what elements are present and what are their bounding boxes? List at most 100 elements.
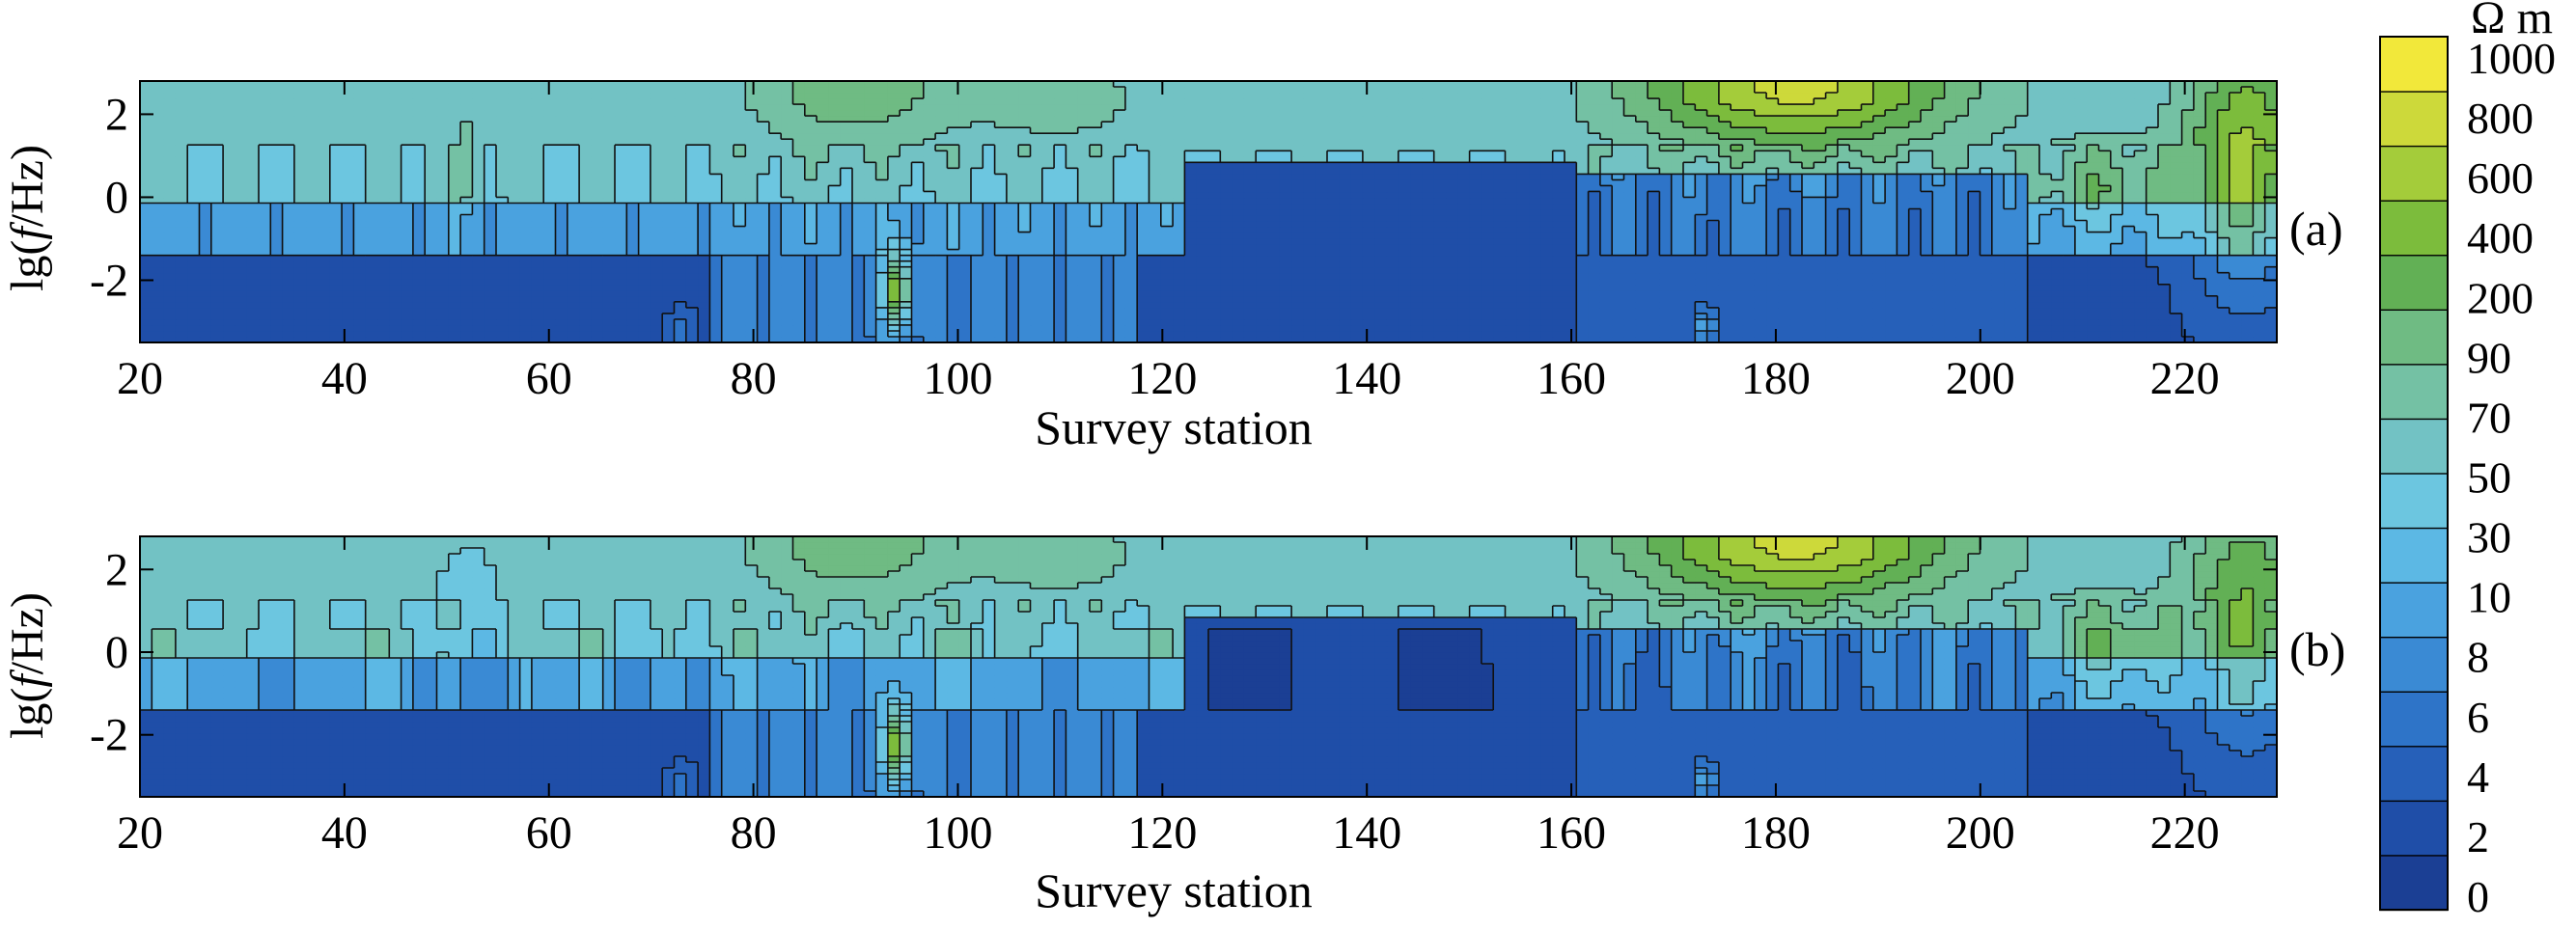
heatmap-cell <box>1374 249 1388 257</box>
heatmap-cell <box>1683 260 1696 268</box>
heatmap-cell <box>246 237 260 245</box>
heatmap-cell <box>1980 203 1993 210</box>
heatmap-cell <box>1090 272 1102 280</box>
heatmap-cell <box>412 313 426 320</box>
heatmap-cell <box>2146 220 2159 228</box>
heatmap-cell <box>1921 284 1933 291</box>
heatmap-cell <box>163 278 177 286</box>
heatmap-cell <box>293 318 307 326</box>
heatmap-cell <box>425 330 438 338</box>
heatmap-cell <box>1018 179 1032 186</box>
heatmap-cell <box>958 301 972 309</box>
heatmap-cell <box>1955 214 1969 222</box>
heatmap-cell <box>1778 336 1791 342</box>
heatmap-cell <box>734 185 746 193</box>
heatmap-cell <box>1944 255 1957 262</box>
heatmap-cell <box>543 289 557 297</box>
heatmap-cell <box>1814 214 1827 222</box>
heatmap-cell <box>2241 318 2254 326</box>
heatmap-cell <box>1731 266 1744 274</box>
heatmap-cell <box>1327 255 1340 262</box>
heatmap-cell <box>1339 214 1352 222</box>
heatmap-cell <box>1718 249 1731 257</box>
heatmap-cell <box>496 330 509 338</box>
heatmap-cell <box>1516 203 1530 210</box>
heatmap-cell <box>2264 278 2277 286</box>
heatmap-cell <box>2158 295 2171 303</box>
heatmap-cell <box>377 249 390 257</box>
heatmap-cell <box>246 232 260 239</box>
heatmap-cell <box>1457 203 1471 210</box>
heatmap-cell <box>709 289 723 297</box>
heatmap-cell <box>1279 272 1292 280</box>
heatmap-cell <box>1422 336 1435 342</box>
heatmap-cell <box>1279 313 1292 320</box>
heatmap-cell <box>1315 289 1328 297</box>
heatmap-cell <box>152 278 165 286</box>
heatmap-cell <box>496 208 509 216</box>
heatmap-cell <box>1327 237 1340 245</box>
heatmap-cell <box>1921 295 1933 303</box>
heatmap-cell <box>210 295 224 303</box>
heatmap-cell <box>210 237 224 245</box>
heatmap-cell <box>1398 220 1411 228</box>
heatmap-cell <box>994 284 1008 291</box>
heatmap-cell <box>1659 266 1673 274</box>
heatmap-cell <box>199 191 212 199</box>
heatmap-cell <box>1872 191 1886 199</box>
heatmap-cell <box>2051 214 2064 222</box>
heatmap-cell <box>947 260 960 268</box>
heatmap-cell <box>1184 313 1198 320</box>
heatmap-cell <box>1718 266 1731 274</box>
heatmap-cell <box>1648 203 1660 210</box>
heatmap-cell <box>401 179 414 186</box>
heatmap-cell <box>2146 307 2159 314</box>
heatmap-cell <box>1220 249 1233 257</box>
heatmap-cell <box>1339 179 1352 186</box>
heatmap-cell <box>2229 185 2242 193</box>
heatmap-cell <box>1980 324 1993 332</box>
heatmap-cell <box>1897 295 1910 303</box>
heatmap-cell <box>1243 336 1257 342</box>
heatmap-cell <box>1540 266 1554 274</box>
heatmap-cell <box>685 301 699 309</box>
heatmap-cell <box>318 197 331 205</box>
heatmap-cell <box>436 191 450 199</box>
heatmap-cell <box>1446 208 1458 216</box>
heatmap-cell <box>163 307 177 314</box>
heatmap-cell <box>935 208 948 216</box>
heatmap-cell <box>1054 214 1066 222</box>
heatmap-cell <box>994 336 1008 342</box>
heatmap-cell <box>1410 307 1423 314</box>
heatmap-cell <box>947 185 960 193</box>
heatmap-cell <box>1243 295 1257 303</box>
heatmap-cell <box>1706 226 1720 233</box>
heatmap-cell <box>1706 284 1720 291</box>
heatmap-cell <box>1695 336 1708 342</box>
heatmap-cell <box>472 272 485 280</box>
heatmap-cell <box>472 330 485 338</box>
heatmap-cell <box>1386 237 1399 245</box>
heatmap-cell <box>1433 284 1447 291</box>
heatmap-cell <box>246 243 260 251</box>
heatmap-cell <box>1516 307 1530 314</box>
heatmap-cell <box>1149 278 1162 286</box>
heatmap-cell <box>1398 313 1411 320</box>
heatmap-cell <box>401 260 414 268</box>
heatmap-cell <box>1433 232 1447 239</box>
heatmap-cell <box>900 255 913 262</box>
heatmap-cell <box>1599 313 1613 320</box>
heatmap-cell <box>175 255 188 262</box>
heatmap-cell <box>496 191 509 199</box>
heatmap-cell <box>1054 289 1066 297</box>
heatmap-cell <box>1932 330 1946 338</box>
heatmap-cell <box>2087 185 2100 193</box>
heatmap-cell <box>1706 203 1720 210</box>
heatmap-cell <box>971 191 983 199</box>
heatmap-cell <box>900 272 913 280</box>
heatmap-cell <box>698 179 710 186</box>
heatmap-cell <box>2063 278 2076 286</box>
heatmap-cell <box>329 284 343 291</box>
heatmap-cell <box>2241 232 2254 239</box>
heatmap-cell <box>401 214 414 222</box>
